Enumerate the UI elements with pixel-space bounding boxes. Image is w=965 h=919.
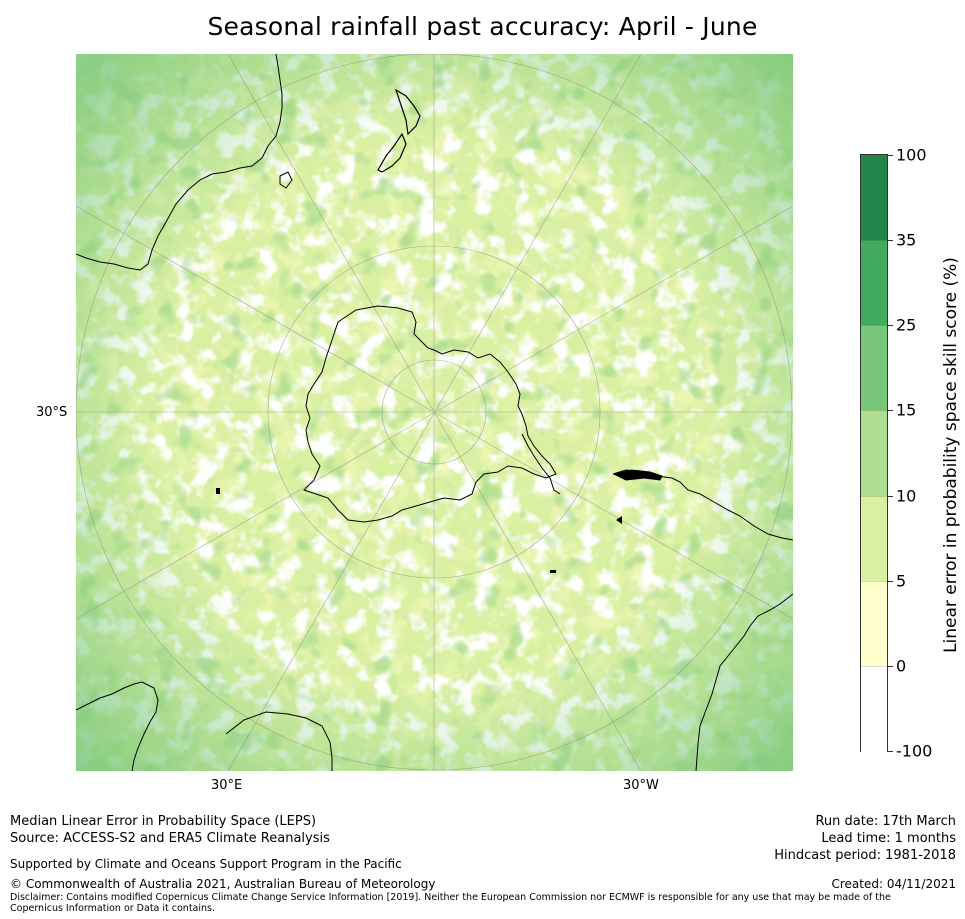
colorbar-tick-mark	[888, 751, 893, 752]
footer-supported: Supported by Climate and Oceans Support …	[10, 857, 402, 871]
colorbar	[860, 154, 888, 752]
chart-title: Seasonal rainfall past accuracy: April -…	[207, 12, 758, 41]
footer-copyright: © Commonwealth of Australia 2021, Austra…	[10, 877, 436, 891]
tasmania	[279, 171, 293, 189]
colorbar-tick-label: 100	[896, 145, 927, 165]
map-svg	[76, 54, 793, 771]
colorbar-tick-mark	[888, 410, 893, 412]
colorbar-bin	[861, 665, 887, 752]
colorbar-tick-label: 15	[896, 400, 917, 420]
colorbar-tick-mark	[888, 155, 893, 156]
colorbar-tick-label: -100	[896, 741, 933, 761]
colorbar-tick-mark	[888, 665, 893, 667]
colorbar-tick-mark	[888, 580, 893, 582]
new-zealand-north-coast	[394, 88, 421, 136]
colorbar-tick-mark	[888, 495, 893, 497]
footer-leps: Median Linear Error in Probability Space…	[10, 814, 317, 829]
tierra-del-fuego	[612, 469, 663, 481]
africa-coast	[76, 681, 159, 771]
colorbar-tick-mark	[888, 325, 893, 327]
footer-source: Source: ACCESS-S2 and ERA5 Climate Reana…	[10, 831, 330, 846]
colorbar-tick-label: 25	[896, 315, 917, 335]
colorbar-tick-mark	[888, 240, 893, 242]
created-date: Created: 04/11/2021	[831, 877, 956, 891]
colorbar-bin	[861, 580, 887, 667]
antarctica-coast	[303, 305, 557, 523]
lon-label-30e: 30°E	[211, 778, 243, 793]
colorbar-bin	[861, 155, 887, 241]
footer-disclaimer: Disclaimer: Contains modified Copernicus…	[10, 892, 891, 914]
graticule	[76, 54, 793, 771]
polar-map[interactable]	[76, 54, 793, 771]
colorbar-bin	[861, 410, 887, 497]
colorbar-tick-label: 5	[896, 571, 907, 591]
lon-label-30w: 30°W	[623, 778, 659, 793]
lead-time: Lead time: 1 months	[821, 831, 956, 846]
hindcast-period: Hindcast period: 1981-2018	[774, 848, 956, 863]
australia-coast	[76, 54, 283, 271]
colorbar-tick-label: 10	[896, 486, 917, 506]
colorbar-bin	[861, 325, 887, 412]
colorbar-tick-label: 0	[896, 656, 907, 676]
lat-label-30s: 30°S	[36, 405, 68, 420]
madagascar-like-coast	[225, 711, 333, 771]
island-3	[616, 516, 622, 524]
colorbar-bin	[861, 240, 887, 327]
colorbar-tick-label: 35	[896, 230, 917, 250]
colorbar-label: Linear error in probability space skill …	[941, 257, 961, 653]
antarctic-peninsula	[521, 433, 561, 495]
run-date: Run date: 17th March	[815, 814, 956, 829]
colorbar-bin	[861, 495, 887, 582]
island-2	[550, 570, 556, 573]
island-1	[216, 488, 220, 494]
new-zealand-south-coast	[377, 132, 407, 173]
